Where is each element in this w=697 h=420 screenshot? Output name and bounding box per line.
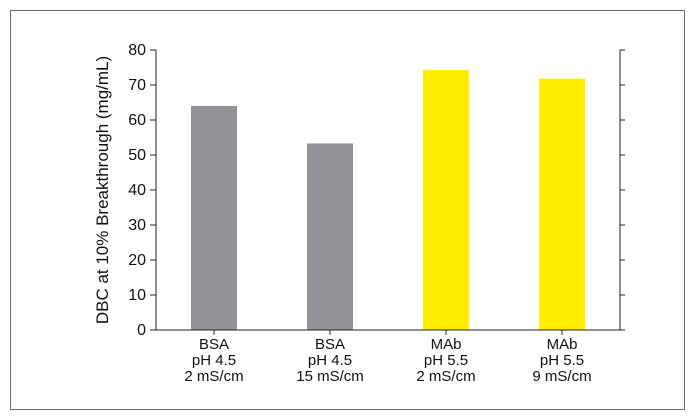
x-category-label-line: MAb [431,336,462,353]
y-tick-label: 0 [137,322,146,339]
x-category-label-line: pH 4.5 [192,352,236,369]
x-category-label-line: 9 mS/cm [532,368,591,385]
x-category-label: MAb pH 5.5 2 mS/cm [416,336,475,385]
y-tick-label: 40 [128,182,146,199]
bar-3 [423,69,469,330]
x-category-label-line: 2 mS/cm [184,368,243,385]
y-ticks: 0 10 20 30 40 50 60 70 80 [128,42,625,339]
bar-1 [191,106,237,330]
x-category-label-line: BSA [315,336,345,353]
y-tick-label: 80 [128,42,146,59]
y-tick-label: 10 [128,287,146,304]
y-tick-label: 20 [128,252,146,269]
x-category-label-line: pH 4.5 [308,352,352,369]
x-category-label: BSA pH 4.5 15 mS/cm [296,336,364,385]
bar-2 [307,143,353,330]
y-tick-label: 30 [128,217,146,234]
y-tick-label: 50 [128,147,146,164]
x-category-label-line: MAb [547,336,578,353]
bars-layer [191,69,585,330]
x-category-label: MAb pH 5.5 9 mS/cm [532,336,591,385]
x-category-label-line: 2 mS/cm [416,368,475,385]
bar-4 [539,78,585,330]
y-tick-label: 70 [128,77,146,94]
y-tick-label: 60 [128,112,146,129]
x-category-label-line: pH 5.5 [424,352,468,369]
x-category-label: BSA pH 4.5 2 mS/cm [184,336,243,385]
y-axis-title: DBC at 10% Breakthrough (mg/mL) [93,56,112,324]
x-category-label-line: 15 mS/cm [296,368,364,385]
x-category-label-line: BSA [199,336,229,353]
x-category-label-line: pH 5.5 [540,352,584,369]
